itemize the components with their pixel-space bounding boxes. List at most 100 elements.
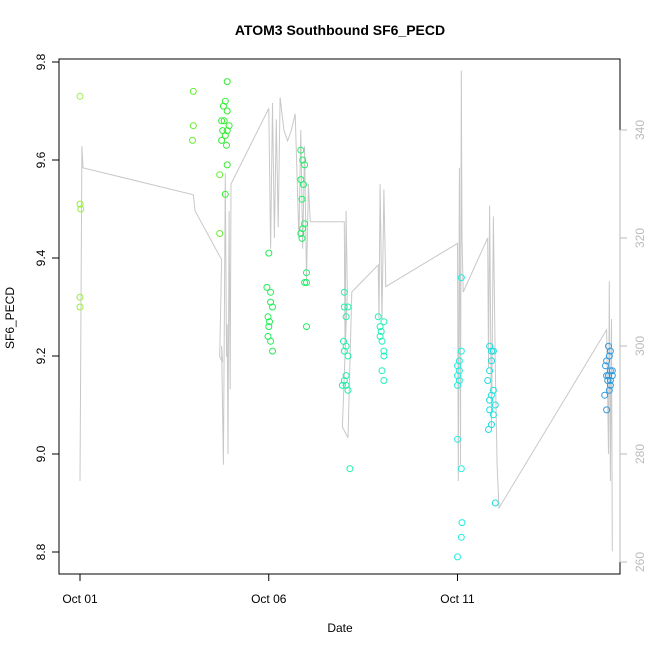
data-point [269, 347, 276, 355]
data-point [376, 323, 384, 331]
data-point [454, 381, 461, 389]
data-point [380, 377, 388, 384]
data-point [303, 323, 310, 331]
data-point [602, 362, 609, 370]
data-point [603, 406, 611, 414]
data-point [380, 347, 388, 355]
data-point [491, 499, 499, 507]
data-point [454, 553, 461, 561]
data-point [457, 465, 465, 473]
data-point [221, 132, 229, 139]
trajectory-line-layer [79, 70, 613, 552]
y-tick-label: 9.6 [34, 151, 48, 168]
data-point [77, 205, 85, 213]
axes-layer: Oct 01 Oct 06 Oct 11 8.8 9.0 9.2 9.4 9.6 9.8 260 2… [34, 53, 647, 606]
data-point [380, 318, 388, 326]
y2-tick-label: 320 [633, 228, 647, 248]
x-tick-label: Oct 01 [62, 592, 98, 606]
data-point [303, 279, 310, 286]
data-point [378, 367, 386, 375]
data-point [269, 303, 276, 311]
y-tick-label: 9.8 [34, 53, 48, 70]
data-point [377, 328, 385, 335]
y-tick-label: 9.2 [34, 347, 48, 364]
data-point [301, 161, 309, 169]
data-point [457, 274, 465, 282]
data-point [608, 367, 616, 375]
data-point [219, 102, 227, 110]
data-point [342, 372, 350, 380]
y-axis-label: SF6_PECD [3, 287, 17, 349]
data-point [267, 337, 275, 345]
data-point [297, 146, 305, 154]
data-point [491, 401, 499, 409]
data-point [189, 122, 197, 130]
data-point [486, 396, 494, 404]
x-tick-label: Oct 06 [251, 592, 287, 606]
data-point [298, 234, 306, 242]
data-point [606, 347, 614, 355]
series-6 [338, 288, 354, 473]
data-point [488, 421, 495, 429]
data-point [216, 230, 224, 237]
series-8 [454, 274, 466, 561]
data-point [218, 117, 226, 125]
data-point [223, 78, 231, 86]
data-point [221, 190, 229, 198]
series-4 [263, 249, 276, 355]
data-point [457, 533, 465, 541]
data-point [378, 337, 386, 345]
data-point [344, 386, 352, 394]
data-point [342, 342, 350, 350]
data-point [76, 303, 84, 311]
data-point [300, 181, 307, 188]
chart-title: ATOM3 Southbound SF6_PECD [235, 22, 445, 38]
data-point [606, 381, 614, 389]
data-point [265, 249, 273, 257]
data-point [216, 171, 224, 179]
data-point [340, 303, 348, 311]
data-point [488, 347, 495, 355]
data-point [189, 136, 196, 144]
data-point [486, 367, 494, 375]
data-point [488, 357, 495, 365]
series-3 [218, 78, 233, 198]
data-point [380, 352, 388, 360]
data-point [267, 288, 275, 296]
series-7 [374, 313, 388, 384]
data-point [458, 519, 466, 527]
data-point [603, 357, 611, 365]
data-point [344, 303, 352, 311]
data-point [344, 352, 352, 360]
data-point [298, 195, 306, 203]
y-tick-label: 9.4 [34, 249, 48, 266]
data-point [342, 313, 350, 321]
data-point [301, 279, 309, 286]
data-points-layer [76, 78, 616, 561]
y2-tick-label: 300 [633, 336, 647, 356]
y-tick-label: 9.0 [34, 445, 48, 462]
data-point [220, 117, 228, 125]
series-2 [189, 87, 224, 237]
data-point [606, 377, 614, 384]
data-point [223, 161, 231, 169]
data-point [454, 435, 461, 443]
data-point [189, 87, 197, 95]
data-point [605, 386, 613, 394]
data-point [340, 288, 348, 296]
data-point [76, 200, 84, 208]
y2-tick-label: 260 [633, 552, 647, 572]
data-point [374, 313, 382, 321]
x-tick-label: Oct 11 [440, 592, 475, 606]
data-point [303, 269, 310, 277]
series-9 [484, 342, 499, 507]
data-point [297, 230, 305, 237]
data-point [457, 347, 465, 355]
data-point [223, 141, 230, 149]
data-point [218, 136, 226, 144]
y2-tick-label: 340 [633, 120, 647, 140]
data-point [338, 381, 346, 389]
x-axis-label: Date [327, 621, 353, 635]
data-point [263, 283, 271, 291]
